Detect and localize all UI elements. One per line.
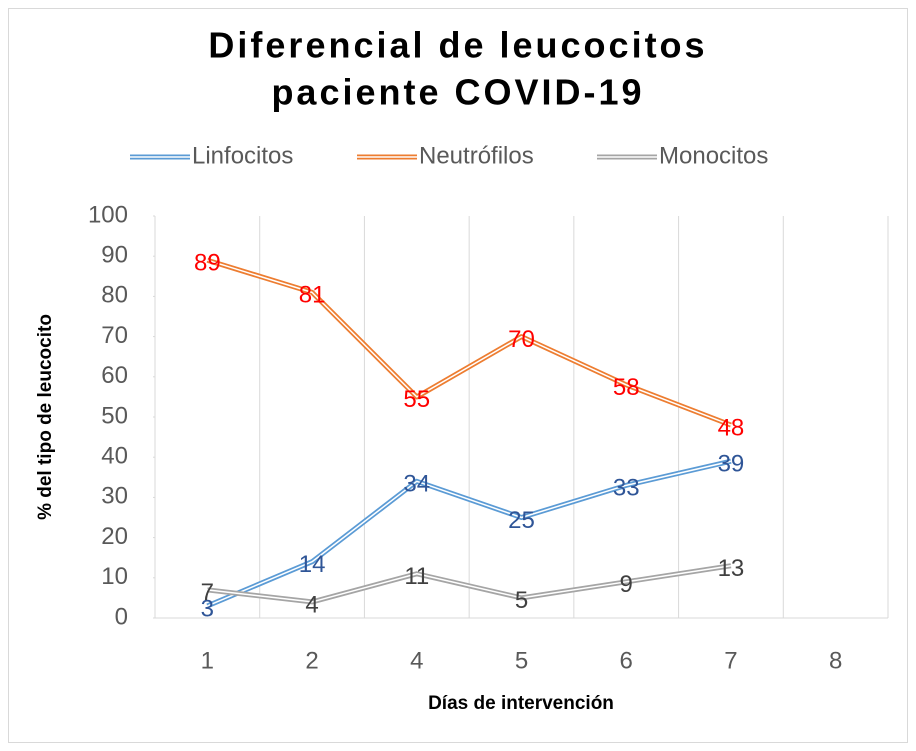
y-tick-label: 40: [101, 443, 128, 470]
y-tick-label: 0: [115, 603, 128, 630]
x-axis-label: Días de intervención: [428, 693, 614, 714]
x-tick-label: 2: [305, 647, 318, 674]
y-tick-label: 90: [101, 242, 128, 269]
data-label: 55: [403, 386, 430, 413]
series-line-inner: [207, 259, 732, 426]
data-label: 13: [718, 555, 745, 582]
y-tick-label: 30: [101, 483, 128, 510]
y-tick-label: 50: [101, 402, 128, 429]
x-tick-label: 7: [724, 647, 737, 674]
legend-label: Monocitos: [659, 142, 768, 169]
data-label: 39: [718, 451, 745, 478]
data-label: 3: [201, 595, 214, 622]
data-label: 89: [194, 250, 221, 277]
data-label: 70: [508, 326, 535, 353]
y-tick-label: 70: [101, 322, 128, 349]
chart-title: paciente COVID-19: [271, 72, 644, 113]
y-tick-label: 60: [101, 362, 128, 389]
data-label: 9: [620, 571, 633, 598]
x-tick-label: 1: [201, 647, 214, 674]
data-label: 58: [613, 374, 640, 401]
data-label: 48: [718, 414, 745, 441]
chart-title: Diferencial de leucocitos: [208, 25, 707, 66]
x-tick-label: 6: [620, 647, 633, 674]
data-label: 11: [404, 563, 429, 590]
y-tick-label: 20: [101, 523, 128, 550]
y-tick-label: 100: [88, 201, 128, 228]
data-label: 5: [515, 587, 528, 614]
series-line-inner: [207, 564, 732, 603]
series-line-inner: [207, 460, 732, 607]
x-tick-label: 8: [829, 647, 842, 674]
y-tick-label: 80: [101, 282, 128, 309]
y-axis-label: % del tipo de leucocito: [35, 314, 56, 520]
data-label: 81: [299, 282, 326, 309]
data-label: 33: [613, 475, 640, 502]
legend-label: Linfocitos: [192, 142, 293, 169]
y-tick-label: 10: [101, 563, 128, 590]
data-label: 7: [201, 579, 214, 606]
data-label: 14: [299, 551, 326, 578]
data-label: 4: [305, 591, 318, 618]
data-label: 25: [508, 507, 535, 534]
data-label: 34: [403, 471, 430, 498]
x-tick-label: 5: [515, 647, 528, 674]
x-tick-label: 4: [410, 647, 423, 674]
legend-label: Neutrófilos: [419, 142, 534, 169]
